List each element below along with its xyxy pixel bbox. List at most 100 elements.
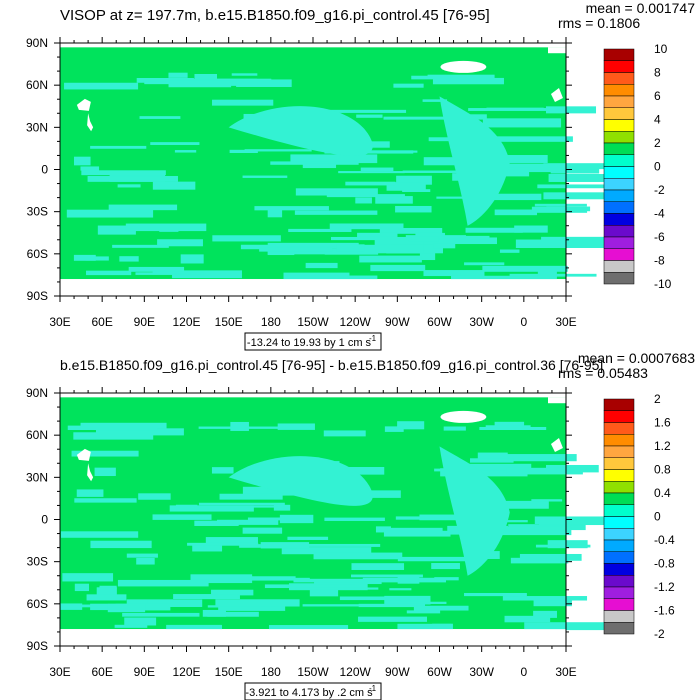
negative-patch: [534, 203, 587, 207]
negative-patch: [230, 421, 249, 431]
negative-patch: [254, 206, 329, 211]
negative-patch: [500, 155, 541, 163]
colorbar-swatch: [603, 213, 635, 226]
colorbar-swatch: [603, 272, 635, 285]
negative-patch: [194, 520, 239, 526]
colorbar-label: 1.6: [654, 416, 671, 430]
range-label-exponent: -1: [369, 334, 377, 343]
negative-patch: [543, 192, 607, 200]
negative-patch: [432, 77, 504, 85]
y-tick-label: 60S: [27, 597, 48, 611]
colorbar-label: 2: [654, 136, 661, 150]
baltic-land: [550, 437, 563, 452]
negative-patch: [486, 107, 544, 111]
negative-patch: [173, 594, 240, 600]
negative-patch: [324, 517, 385, 521]
colorbar-swatch: [603, 142, 635, 155]
colorbar-swatch: [603, 422, 635, 435]
negative-patch: [125, 223, 207, 232]
negative-patch: [386, 244, 424, 254]
negative-patch: [174, 150, 197, 153]
x-tick-label: 90W: [385, 665, 410, 679]
negative-patch: [534, 516, 605, 525]
colorbar-label: 0.8: [654, 463, 671, 477]
negative-patch: [219, 493, 283, 500]
negative-patch: [97, 225, 136, 235]
negative-patch: [395, 205, 432, 213]
negative-patch: [244, 576, 296, 579]
negative-patch: [465, 227, 523, 233]
negative-patch: [397, 556, 475, 562]
negative-patch: [190, 574, 253, 584]
colorbar-swatch: [603, 48, 635, 61]
colorbar-swatch: [603, 622, 635, 635]
negative-patch: [71, 450, 139, 457]
negative-patch: [192, 545, 223, 552]
x-tick-label: 60W: [427, 315, 452, 329]
y-tick-label: 0: [41, 513, 48, 527]
colorbar-label: -2: [654, 627, 665, 641]
negative-patch: [267, 208, 283, 218]
range-label-frame: [244, 682, 382, 700]
colorbar-swatch: [603, 95, 635, 108]
x-tick-label: 120W: [339, 665, 371, 679]
negative-patch: [479, 426, 547, 431]
negative-patch: [216, 519, 279, 525]
negative-patch: [338, 171, 405, 174]
negative-patch: [476, 193, 542, 201]
negative-patch: [537, 184, 613, 189]
colorbar-swatch: [603, 84, 635, 97]
negative-patch: [494, 421, 525, 428]
colorbar-swatch: [603, 201, 635, 214]
colorbar-label: 8: [654, 66, 661, 80]
negative-patch: [86, 594, 127, 601]
negative-patch: [135, 272, 204, 275]
negative-patch: [531, 499, 563, 502]
negative-patch: [466, 114, 487, 120]
negative-patch: [339, 596, 418, 601]
negative-patch: [413, 605, 469, 611]
greenland-land: [440, 60, 487, 73]
negative-patch: [545, 106, 597, 114]
x-tick-label: 0: [520, 315, 527, 329]
x-tick-label: 30E: [49, 315, 70, 329]
range-label-frame: [244, 332, 382, 351]
negative-patch: [547, 540, 588, 549]
colorbar: 2 1.6 1.2 0.8 0.4 0 -0.4 -0.8 -1.2 -1.6 -2: [603, 392, 675, 641]
negative-patch: [375, 526, 391, 533]
negative-patch: [506, 467, 583, 475]
colorbar-label: 6: [654, 89, 661, 103]
negative-patch: [172, 270, 242, 279]
x-tick-label: 30E: [49, 665, 70, 679]
negative-patch: [136, 77, 194, 83]
negative-patch: [433, 243, 456, 249]
negative-patch: [488, 526, 572, 536]
negative-patch: [326, 194, 405, 198]
colorbar-swatch: [603, 445, 635, 458]
negative-patch: [359, 255, 422, 263]
negative-patch: [357, 232, 398, 239]
negative-patch: [264, 584, 356, 589]
negative-patch: [453, 463, 532, 471]
negative-patch: [107, 603, 146, 613]
rms-label: rms = 0.05483: [558, 365, 648, 381]
colorbar-swatch: [603, 575, 635, 588]
negative-patch: [157, 239, 203, 247]
negative-patch: [504, 615, 551, 623]
colorbar-label: -6: [654, 230, 665, 244]
negative-patch: [211, 589, 254, 596]
colorbar-label: 2: [654, 392, 661, 406]
negative-patch: [399, 601, 447, 604]
negative-patch: [397, 623, 452, 631]
negative-patch: [194, 505, 277, 508]
negative-patch: [541, 236, 625, 242]
negative-patch: [406, 610, 441, 614]
negative-patch: [423, 237, 497, 245]
negative-patch: [524, 622, 610, 631]
colorbar-label: -2: [654, 183, 665, 197]
negative-patch: [482, 118, 562, 128]
colorbar-swatch: [603, 551, 635, 564]
negative-patch: [85, 256, 109, 261]
colorbar-label: -1.2: [654, 580, 675, 594]
colorbar-swatch: [603, 457, 635, 470]
